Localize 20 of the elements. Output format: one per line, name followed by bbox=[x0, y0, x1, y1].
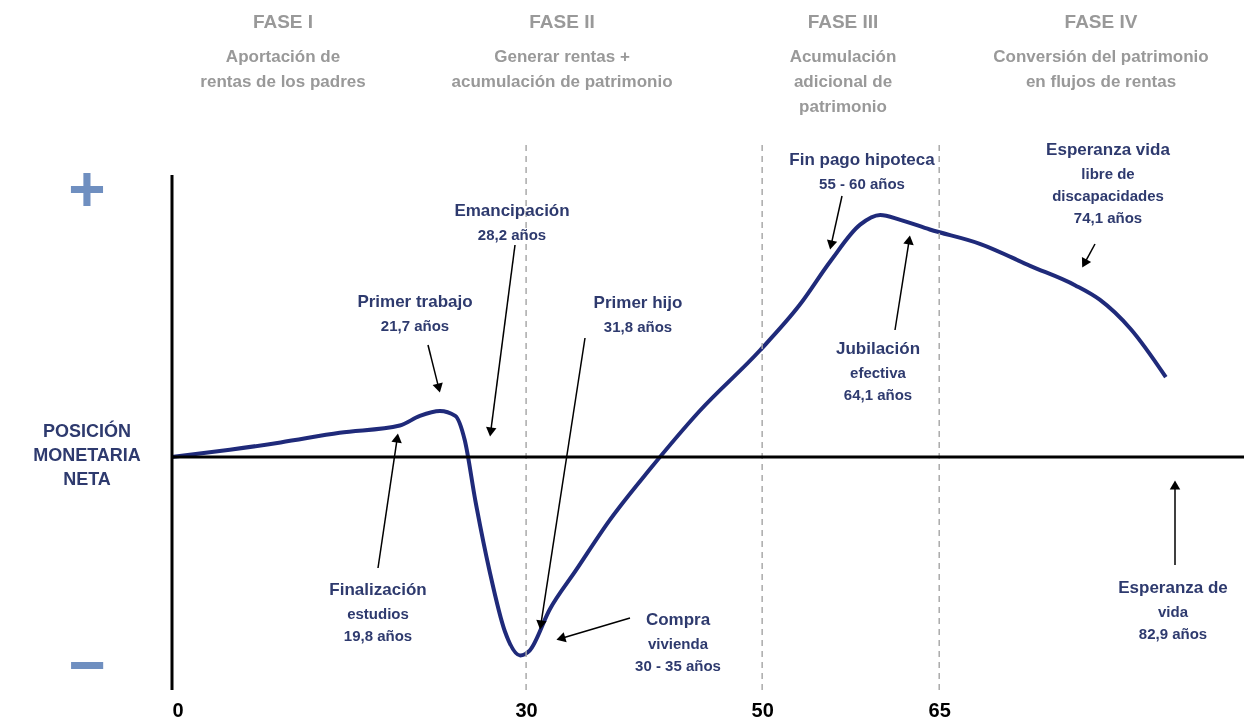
text: FASE IV Conversión del patrimonio en flujos de rentas bbox=[993, 11, 1209, 91]
text: FASE I Aportación de rentas de los padres bbox=[200, 11, 366, 91]
annotation: Primer trabajo 21,7 años bbox=[357, 292, 473, 334]
annotation: Primer hijo 31,8 años bbox=[593, 293, 683, 335]
x-tick-label: 65 bbox=[928, 698, 951, 721]
annotation: Jubilación efectiva 64,1 años bbox=[835, 339, 921, 403]
annotation: Emancipación 28,2 años bbox=[454, 201, 570, 243]
y-axis-title: POSICIÓN MONETARIA NETA bbox=[33, 420, 141, 489]
text: FASE III Acumulación adicional de patrimonio bbox=[789, 11, 897, 116]
annotation: Esperanza vida libre de discapacidades 74,1 años bbox=[1046, 140, 1171, 226]
text: Fin pago hipoteca 55 - 60 años bbox=[789, 150, 936, 192]
x-tick-label: 50 bbox=[751, 698, 774, 721]
text: FASE II Generar rentas + acumulación de patrimonio bbox=[451, 11, 673, 91]
x-tick-label: 0 bbox=[172, 698, 184, 721]
annotation: Finalización estudios 19,8 años bbox=[329, 580, 427, 644]
x-tick-label: 30 bbox=[515, 698, 538, 721]
text: + bbox=[68, 153, 106, 225]
annotation: Esperanza de vida 82,9 años bbox=[1118, 578, 1228, 642]
annotation: Compra vivienda 30 - 35 años bbox=[635, 610, 721, 674]
text: − bbox=[68, 629, 106, 701]
